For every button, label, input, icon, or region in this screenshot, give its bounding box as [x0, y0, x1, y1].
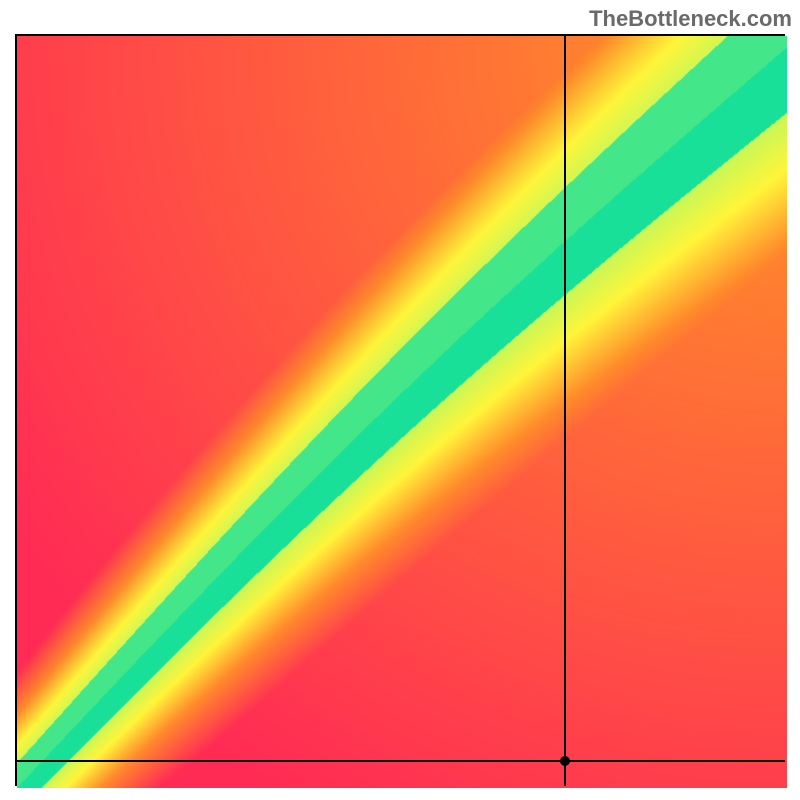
bottleneck-heatmap	[15, 34, 785, 786]
heatmap-canvas	[17, 36, 787, 788]
crosshair-marker	[560, 756, 570, 766]
crosshair-horizontal	[15, 760, 785, 762]
crosshair-vertical	[564, 34, 566, 786]
watermark-label: TheBottleneck.com	[589, 6, 792, 32]
